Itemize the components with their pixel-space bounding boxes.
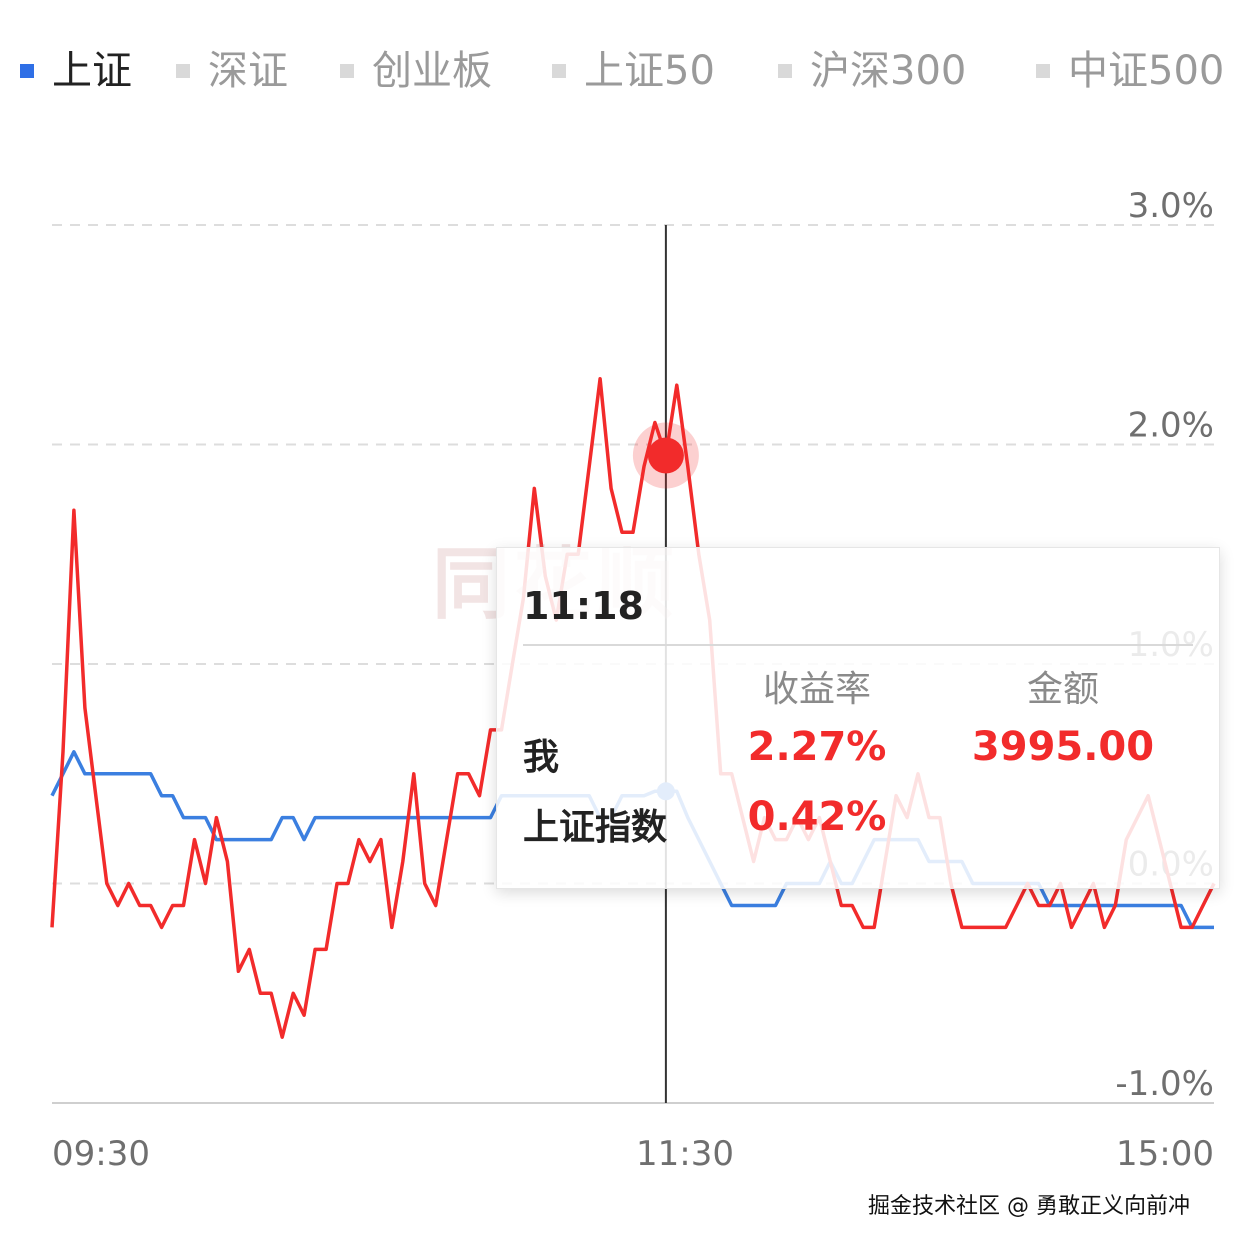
tab-label: 沪深300 <box>810 48 967 94</box>
tooltip-time: 11:18 <box>523 584 644 628</box>
tab-marker-icon <box>552 64 566 78</box>
tab-csi500[interactable]: 中证500 <box>1036 36 1224 106</box>
tab-marker-icon <box>176 64 190 78</box>
tooltip-header-rate: 收益率 <box>762 669 871 710</box>
index-tab-bar: 上证 深证 创业板 上证50 沪深300 中证500 <box>0 36 1260 106</box>
tab-label: 上证 <box>52 48 132 94</box>
tab-marker-icon <box>1036 64 1050 78</box>
tooltip-row-name: 上证指数 <box>523 807 668 848</box>
tab-sse50[interactable]: 上证50 <box>552 36 715 106</box>
x-tick-label: 15:00 <box>1116 1134 1214 1174</box>
tab-csi300[interactable]: 沪深300 <box>778 36 966 106</box>
tab-marker-icon <box>20 64 34 78</box>
tab-marker-icon <box>778 64 792 78</box>
tooltip-row-amount: 3995.00 <box>971 724 1155 770</box>
tab-chinext[interactable]: 创业板 <box>340 36 492 106</box>
watermark-text: 掘金技术社区 @ 勇敢正义向前冲 <box>868 1194 1190 1219</box>
tab-label: 中证500 <box>1068 48 1225 94</box>
tooltip-header-amount: 金额 <box>1026 669 1099 710</box>
tooltip-row-rate: 2.27% <box>747 724 887 770</box>
x-tick-label: 09:30 <box>52 1134 150 1174</box>
x-axis-ticks: 09:30 11:30 15:00 <box>52 1134 1214 1174</box>
y-tick-label: 3.0% <box>1128 186 1214 226</box>
tab-marker-icon <box>340 64 354 78</box>
focus-point-mine <box>647 437 684 474</box>
y-tick-label: 2.0% <box>1128 406 1214 446</box>
tab-label: 上证50 <box>584 48 715 94</box>
tab-shenzhen[interactable]: 深证 <box>176 36 288 106</box>
tooltip-row-rate: 0.42% <box>747 794 887 840</box>
series-line-mine <box>50 376 1216 1039</box>
tooltip-row-name: 我 <box>523 737 560 778</box>
tab-label: 创业板 <box>372 48 492 94</box>
y-tick-label: -1.0% <box>1115 1064 1214 1104</box>
tab-shanghai[interactable]: 上证 <box>20 36 132 106</box>
crosshair-tooltip: 11:18 收益率 金额 我 2.27% 3995.00 上证指数 0.42% <box>496 547 1220 889</box>
x-tick-label: 11:30 <box>636 1134 734 1174</box>
tooltip-divider <box>523 644 1193 646</box>
tab-label: 深证 <box>208 48 288 94</box>
